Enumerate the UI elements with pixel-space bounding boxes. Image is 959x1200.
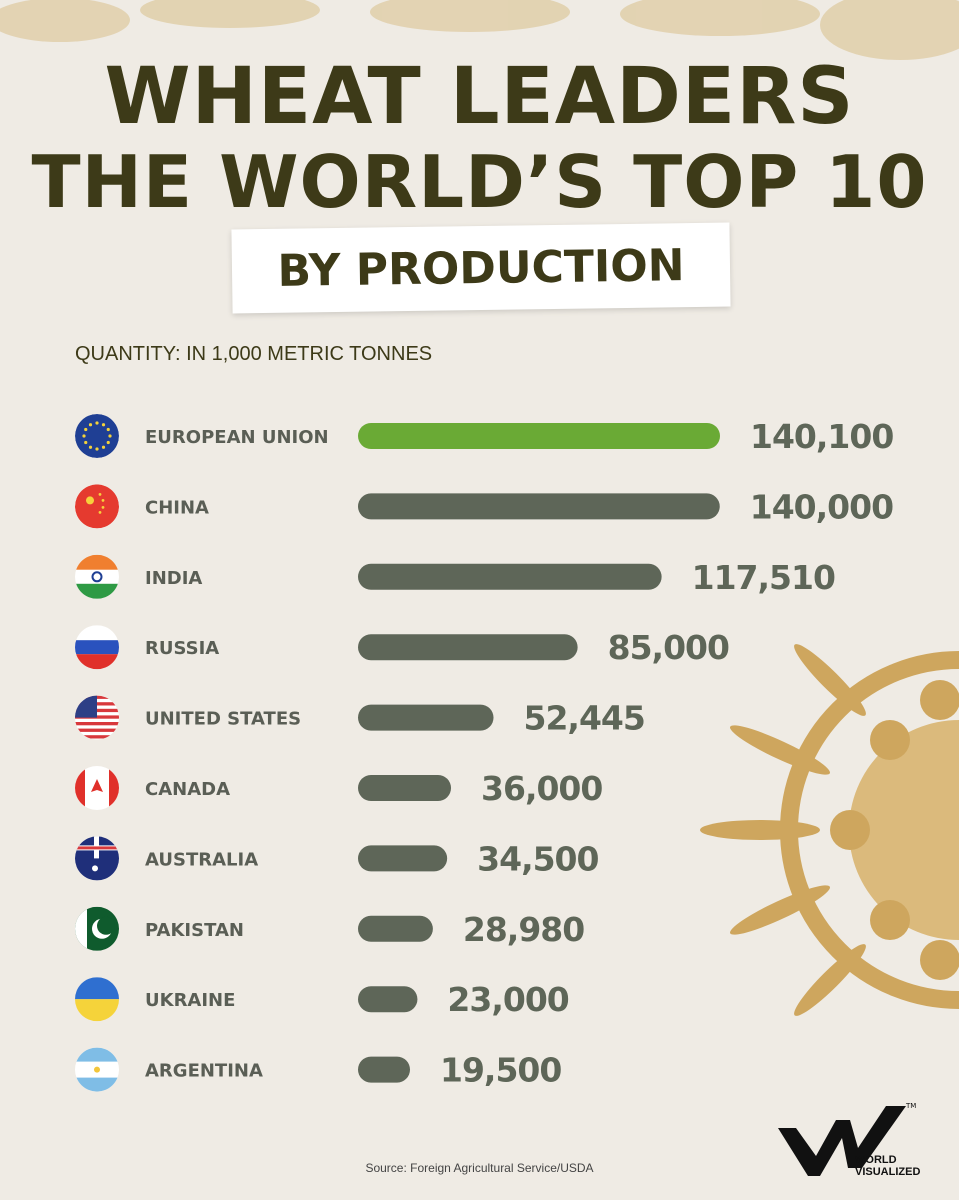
australia-flag-icon: [75, 836, 119, 881]
usa-flag-icon: [75, 695, 119, 740]
bar: [358, 1056, 410, 1083]
value-label: 117,510: [692, 558, 835, 597]
pakistan-flag-icon: [75, 906, 119, 951]
bar: [358, 775, 452, 801]
value-label: 34,500: [477, 839, 598, 878]
wheat-wreath-decoration: [700, 644, 959, 1016]
india-flag-icon: [75, 554, 119, 599]
category-label: PAKISTAN: [145, 920, 244, 941]
value-label: 19,500: [440, 1051, 561, 1090]
value-label: 36,000: [481, 769, 602, 808]
bar: [358, 493, 720, 520]
argentina-flag-icon: [75, 1047, 119, 1092]
value-label: 140,000: [750, 487, 893, 526]
value-label: 52,445: [524, 699, 645, 738]
category-label: ARGENTINA: [145, 1061, 263, 1082]
category-label: CHINA: [145, 497, 209, 518]
category-label: AUSTRALIA: [145, 849, 258, 870]
wheat-decoration-top: [0, 0, 959, 60]
value-label: 23,000: [447, 980, 568, 1019]
value-label: 85,000: [608, 628, 729, 667]
bar: [358, 634, 578, 661]
bar: [358, 986, 418, 1013]
category-label: CANADA: [145, 779, 230, 800]
canada-flag-icon: [75, 766, 119, 810]
category-label: UNITED STATES: [145, 709, 301, 730]
bar: [358, 915, 433, 942]
svg-text:TM: TM: [905, 1102, 916, 1110]
category-label: EUROPEAN UNION: [145, 427, 329, 448]
china-flag-icon: [75, 484, 119, 529]
bar: [358, 845, 448, 872]
source-note: Source: Foreign Agricultural Service/USD…: [365, 1161, 594, 1175]
title-line-2: THE WORLD’S TOP 10: [31, 140, 928, 224]
logo-text: WORLD VISUALIZED: [855, 1154, 921, 1178]
title-line-1: WHEAT LEADERS: [104, 52, 855, 142]
ukraine-flag-icon: [75, 977, 119, 1022]
russia-flag-icon: [75, 625, 119, 670]
bar: [358, 423, 720, 449]
bar: [358, 704, 494, 731]
subtitle: QUANTITY: IN 1,000 METRIC TONNES: [75, 343, 433, 365]
value-label: 28,980: [463, 910, 584, 949]
bar: [358, 563, 662, 590]
category-label: INDIA: [145, 568, 202, 589]
eu-flag-icon: [75, 414, 119, 458]
value-label: 140,100: [750, 417, 893, 456]
category-label: UKRAINE: [145, 990, 235, 1011]
world-visualized-logo: TM: [778, 1102, 916, 1176]
category-label: RUSSIA: [145, 638, 219, 659]
